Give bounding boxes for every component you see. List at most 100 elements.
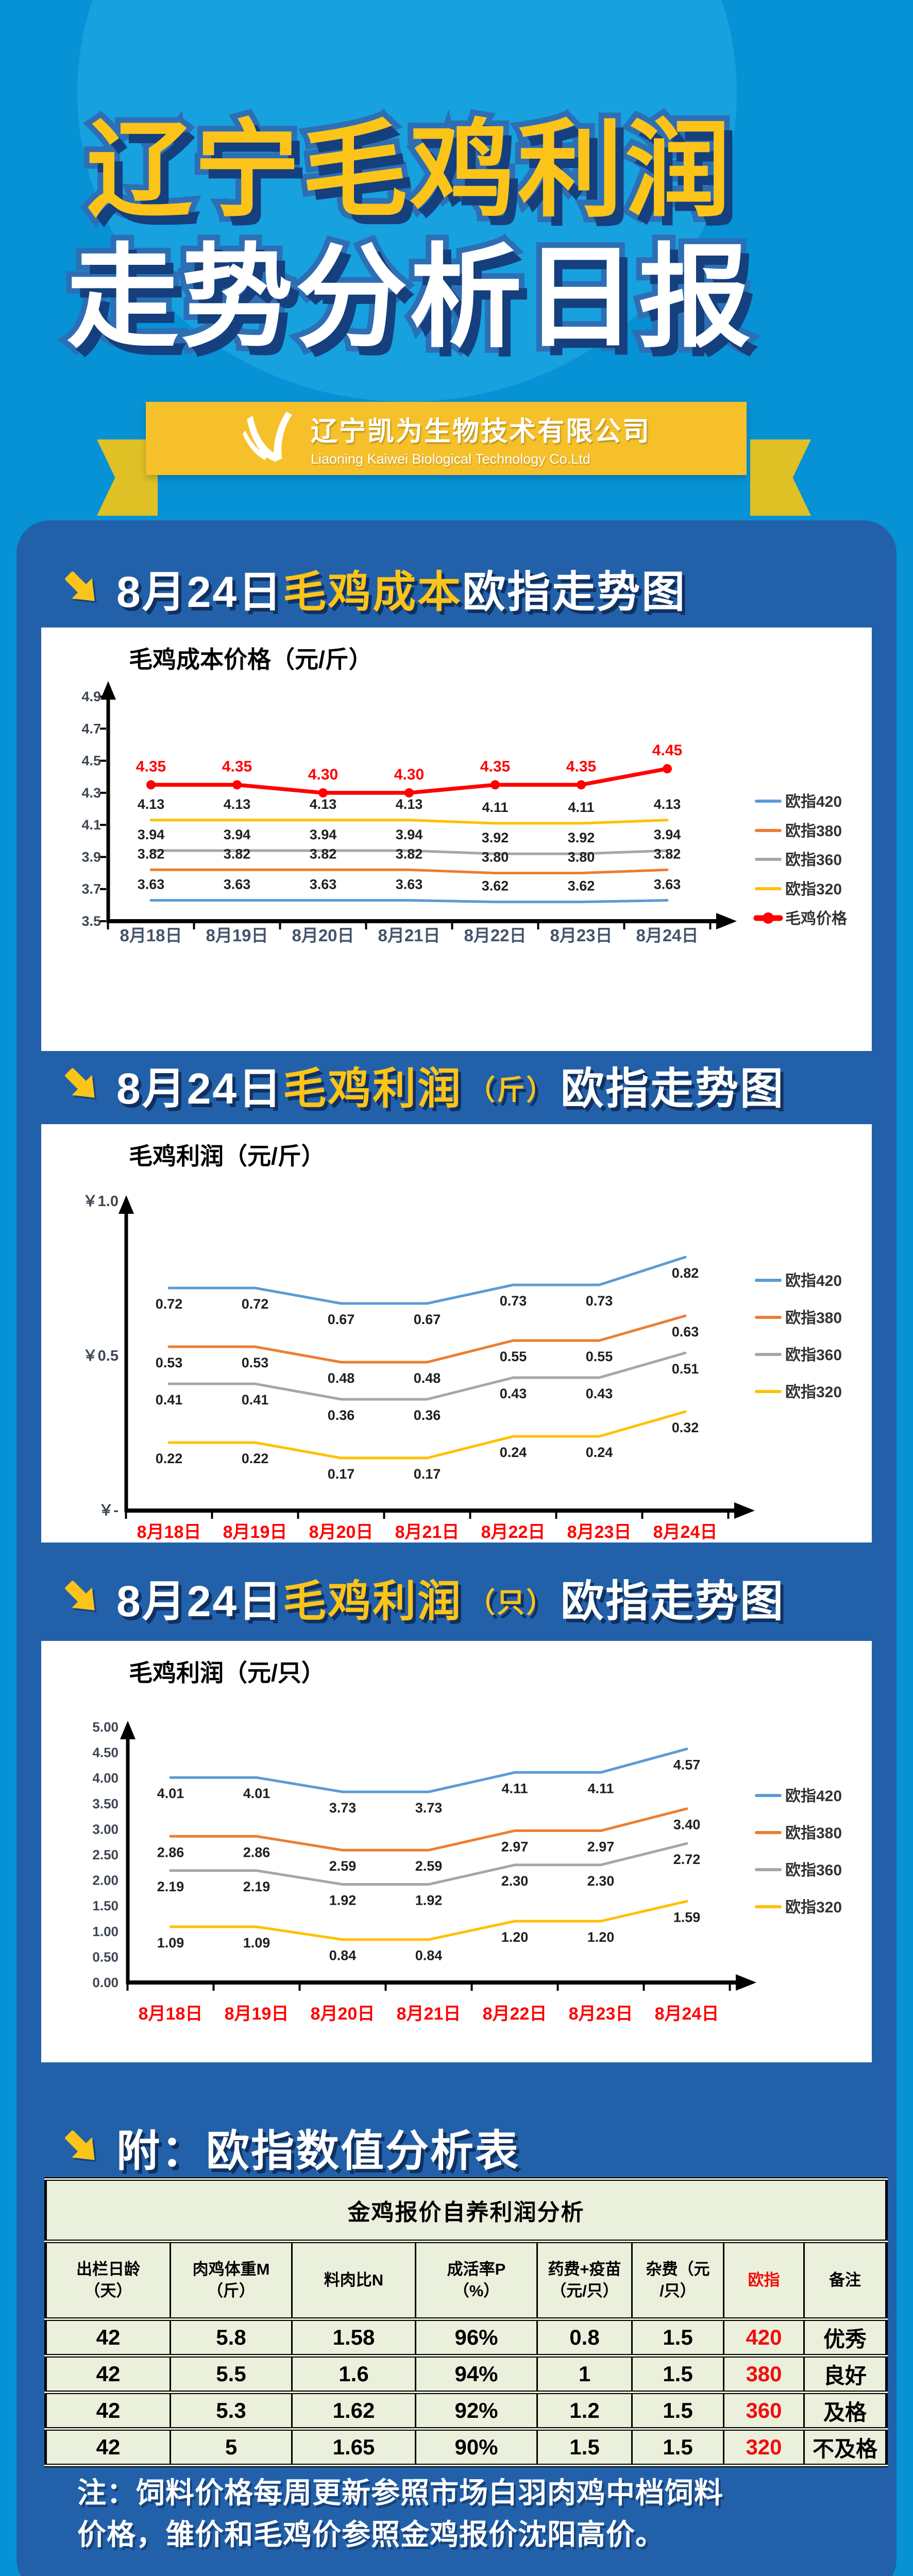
column-header: 欧指 [723, 2240, 805, 2321]
table-cell: 不及格 [803, 2427, 887, 2467]
legend: 欧指420 欧指380 欧指360 欧指320 [755, 1788, 842, 1916]
legend-label: 欧指420 [785, 1788, 842, 1805]
data-label: 0.17 [328, 1466, 355, 1482]
y-tick-label: 4.00 [92, 1770, 119, 1786]
data-label: 3.40 [673, 1817, 701, 1833]
axes: 0.00 0.50 1.00 1.50 2.00 2.50 3.00 3.50 4.00 4.50… [92, 1719, 756, 2024]
analysis-table: 金鸡报价自养利润分析 出栏日龄 （天） 肉鸡体重M （斤） 料肉比N 成活率P （%）药… [44, 2177, 888, 2467]
data-label: 3.73 [415, 1800, 443, 1816]
data-label: 4.11 [482, 800, 508, 815]
x-category-label: 8月19日 [223, 1522, 288, 1542]
heading-prefix: 8月24日 [116, 1064, 283, 1113]
data-label: 3.94 [310, 827, 337, 842]
table-cell: 42 [45, 2427, 171, 2467]
table-cell: 1.6 [291, 2354, 416, 2394]
data-label: 3.63 [310, 877, 337, 892]
table-cell: 1.2 [536, 2391, 633, 2431]
table-cell: 42 [45, 2354, 171, 2394]
data-label: 1.09 [157, 1935, 184, 1951]
data-label: 0.41 [156, 1392, 183, 1408]
section-title: 8月24日毛鸡利润 （只） 欧指走势图 [116, 1567, 785, 1629]
chart-card-profit-bird: 毛鸡利润（元/只） 0.00 0.50 1.00 1.50 2.00 2.50 3.00 3.… [41, 1641, 872, 2062]
table-cell: 42 [45, 2317, 171, 2358]
column-header: 药费+疫苗 （元/只） [536, 2240, 633, 2321]
x-category-label: 8月20日 [309, 1522, 374, 1542]
y-tick-label: 1.50 [92, 1898, 119, 1913]
company-ribbon: 辽宁凯为生物技术有限公司 Liaoning Kaiwei Biological … [146, 402, 747, 475]
data-label: 0.72 [156, 1296, 183, 1312]
data-label: 0.82 [672, 1265, 699, 1281]
data-label: 3.80 [482, 850, 509, 865]
data-label: 2.72 [673, 1852, 701, 1867]
section-heading-profit-bird: 8月24日毛鸡利润 （只） 欧指走势图 [61, 1574, 785, 1625]
legend-label: 欧指360 [785, 1862, 842, 1879]
section-heading-table: 附：欧指数值分析表 [61, 2124, 520, 2175]
marker-dot [663, 764, 672, 774]
data-label: 0.63 [672, 1324, 699, 1340]
column-header: 成活率P （%） [415, 2240, 538, 2321]
heading-prefix: 8月24日 [116, 1577, 283, 1625]
column-header: 杂费（元 /只） [631, 2240, 724, 2321]
table-row: 42 5.3 1.62 92% 1.2 1.5 360 及格 [45, 2391, 887, 2431]
legend-label: 欧指420 [785, 1273, 842, 1290]
data-label: 3.82 [224, 846, 251, 861]
data-label: 0.67 [414, 1312, 441, 1327]
y-tick-label: 1.00 [92, 1924, 119, 1939]
marker-dot [232, 780, 242, 790]
column-header: 出栏日龄 （天） [45, 2240, 171, 2321]
x-category-label: 8月23日 [550, 926, 612, 945]
data-labels: 4.01 4.01 3.73 3.73 4.11 4.11 4.57 2.86 2.86 2.59… [157, 1757, 701, 1963]
heading-prefix: 附：欧指数值分析表 [116, 2126, 520, 2175]
marker-dot [491, 780, 500, 790]
down-right-arrow-icon [65, 1068, 95, 1098]
x-category-label: 8月22日 [481, 1522, 546, 1542]
data-label: 3.82 [138, 846, 165, 861]
column-header: 料肉比N [291, 2240, 416, 2321]
marker-dot [404, 788, 414, 798]
series-lines [169, 1748, 688, 1941]
heading-highlight: 毛鸡利润 [283, 1064, 463, 1113]
x-category-label: 8月18日 [137, 1522, 201, 1542]
table-row: 42 5 1.65 90% 1.5 1.5 320 不及格 [45, 2427, 887, 2467]
series-line-欧指380 [167, 1314, 687, 1364]
data-label: 0.73 [586, 1293, 613, 1309]
data-label: 3.92 [482, 830, 509, 845]
legend-label: 欧指320 [785, 1899, 842, 1916]
poster-title-line-1: 辽宁毛鸡利润 [81, 111, 736, 229]
section-heading-profit-jin: 8月24日毛鸡利润 （斤） 欧指走势图 [61, 1061, 785, 1113]
data-labels: 0.72 0.72 0.67 0.67 0.73 0.73 0.82 0.53 0.53 0.48… [156, 1265, 699, 1482]
data-label: 4.45 [652, 742, 682, 759]
series-line-欧指360 [149, 849, 669, 855]
table-cell: 0.8 [536, 2317, 633, 2358]
table-row: 42 5.8 1.58 96% 0.8 1.5 420 优秀 [45, 2317, 887, 2358]
table-cell: 1.5 [631, 2427, 724, 2467]
y-tick-label: 4.50 [92, 1745, 119, 1760]
table-cell: 优秀 [803, 2317, 887, 2358]
data-label: 3.63 [396, 877, 423, 892]
legend-label: 欧指380 [785, 823, 842, 840]
data-label: 3.94 [138, 827, 165, 842]
data-label: 4.13 [396, 796, 423, 812]
data-label: 2.59 [415, 1858, 443, 1874]
y-tick-label: 4.5 [81, 753, 101, 769]
data-label: 0.24 [586, 1445, 613, 1460]
data-label: 4.13 [224, 796, 251, 812]
data-label: 4.13 [138, 796, 165, 812]
section-heading-cost: 8月24日毛鸡成本欧指走势图 [61, 565, 686, 616]
table-row: 42 5.5 1.6 94% 1 1.5 380 良好 [45, 2354, 887, 2394]
y-tick-label: 0.00 [92, 1975, 119, 1990]
series-line-欧指320 [149, 819, 669, 825]
table-cell: 90% [415, 2427, 538, 2467]
data-label: 0.53 [156, 1355, 183, 1370]
y-tick-label: 0.50 [92, 1949, 119, 1964]
down-right-arrow-icon [65, 571, 95, 601]
x-category-label: 8月21日 [395, 1522, 460, 1542]
x-category-label: 8月24日 [655, 2004, 719, 2024]
data-label: 2.97 [587, 1839, 615, 1854]
legend: 欧指420 欧指380 欧指360 欧指320 [755, 1273, 842, 1401]
y-tick-label: ￥- [98, 1502, 119, 1519]
data-label: 1.09 [243, 1935, 270, 1951]
profit-bird-line-chart: 0.00 0.50 1.00 1.50 2.00 2.50 3.00 3.50 4.00 4.50… [92, 1719, 842, 2024]
marker-dot [318, 788, 328, 798]
y-tick-label: 3.00 [92, 1821, 119, 1837]
